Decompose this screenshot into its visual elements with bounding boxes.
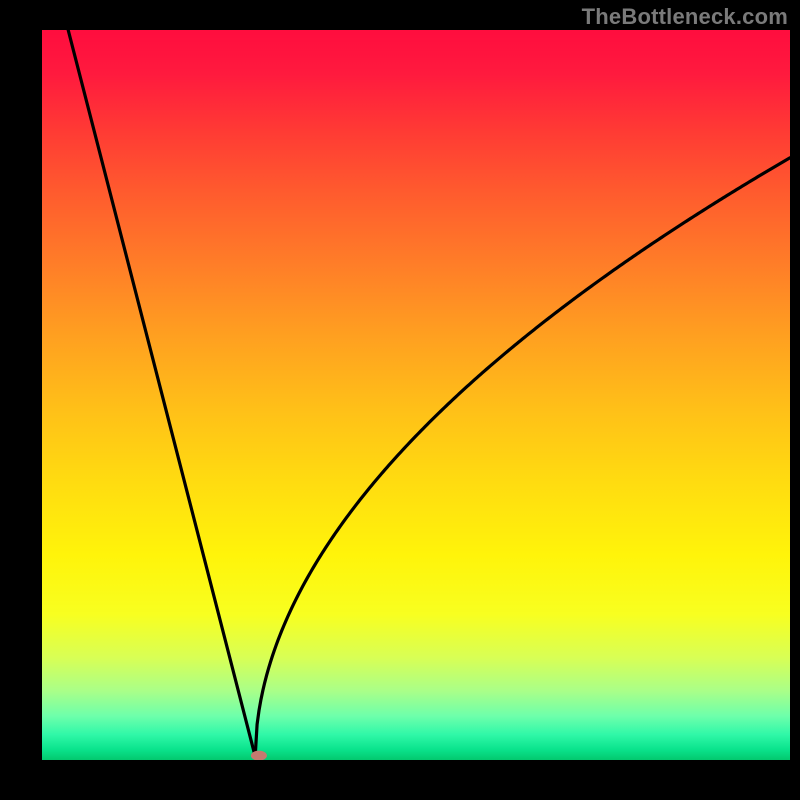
optimum-marker [251,751,267,761]
frame-bottom [0,760,800,800]
frame-right [790,0,800,800]
watermark-text: TheBottleneck.com [582,4,788,30]
plot-gradient-area [42,30,790,760]
frame-left [0,0,42,800]
